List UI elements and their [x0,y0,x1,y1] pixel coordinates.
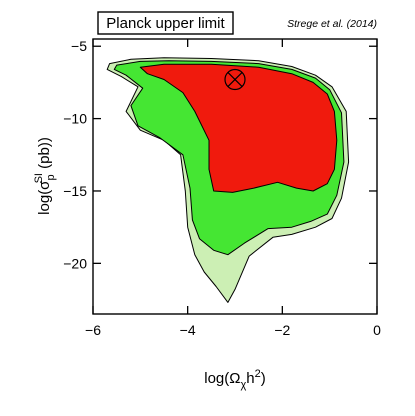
x-tick-label: −4 [180,322,196,338]
chart-title: Planck upper limit [106,15,225,32]
y-tick-label: −10 [63,111,87,127]
best-fit-marker [224,68,246,91]
credible-regions [106,57,350,303]
title-box [97,11,234,35]
x-axis-label: log(Ωχh2) [204,368,265,391]
x-tick-label: −2 [274,322,290,338]
y-tick-label: −15 [63,183,87,199]
credible-region-3 [139,63,338,193]
y-tick-label: −5 [71,38,87,54]
y-axis-label: log(σpSI (pb)) [33,137,57,215]
y-axis-ticks: −5 −10 −15 −20 [63,38,377,271]
plot-frame [92,38,378,315]
x-tick-label: −6 [85,322,101,338]
chart-credit: Strege et al. (2014) [287,18,377,30]
best-fit-circle [224,68,246,91]
y-tick-label: −20 [63,255,87,271]
x-tick-label: 0 [373,322,381,338]
x-axis-ticks: −6 −4 −2 0 [85,39,381,338]
best-fit-cross-b [227,72,243,88]
